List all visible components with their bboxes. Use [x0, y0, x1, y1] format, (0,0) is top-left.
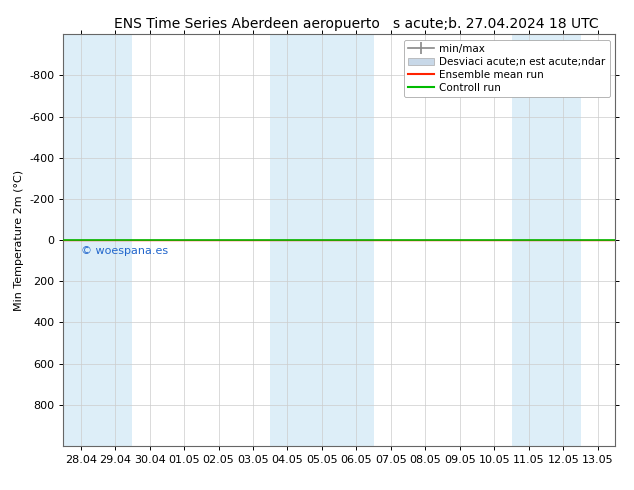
Bar: [512, 34, 546, 446]
Y-axis label: Min Temperature 2m (°C): Min Temperature 2m (°C): [14, 170, 23, 311]
Bar: [98, 34, 133, 446]
Text: © woespana.es: © woespana.es: [81, 246, 168, 256]
Legend: min/max, Desviaci acute;n est acute;ndar, Ensemble mean run, Controll run: min/max, Desviaci acute;n est acute;ndar…: [404, 40, 610, 97]
Bar: [546, 34, 581, 446]
Text: s acute;b. 27.04.2024 18 UTC: s acute;b. 27.04.2024 18 UTC: [393, 17, 598, 31]
Bar: [305, 34, 339, 446]
Bar: [63, 34, 98, 446]
Bar: [270, 34, 305, 446]
Bar: [339, 34, 373, 446]
Text: ENS Time Series Aberdeen aeropuerto: ENS Time Series Aberdeen aeropuerto: [114, 17, 380, 31]
